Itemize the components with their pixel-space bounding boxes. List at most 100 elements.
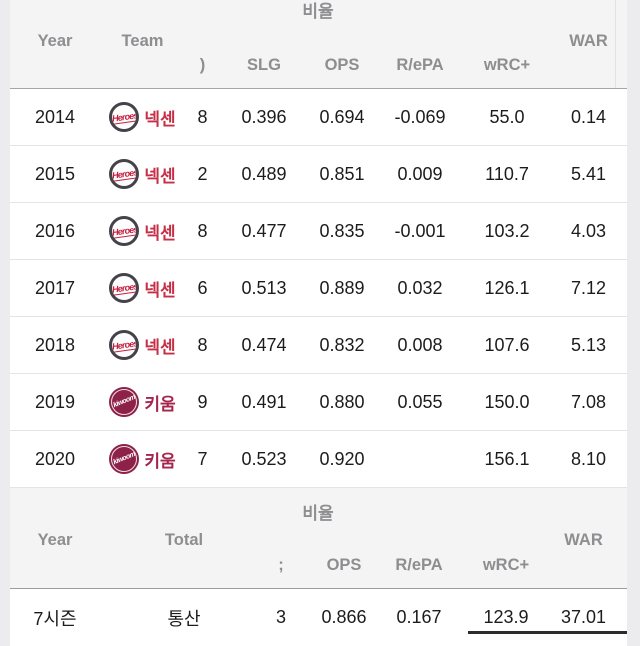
slg-cell: 0.489 [241, 163, 287, 184]
column-header-obp-partial: ) [199, 56, 206, 74]
repa-cell: 0.009 [397, 163, 443, 184]
team-name: 넥센 [144, 109, 176, 129]
team-logo: kiwoom [109, 387, 140, 417]
year-cell: 2015 [34, 163, 76, 184]
team-logo-text: Heroes [110, 109, 138, 125]
slg-cell: 0.513 [241, 277, 287, 298]
team-cell[interactable]: Heroes 넥센 [100, 159, 185, 189]
team-cell[interactable]: Heroes 넥센 [100, 216, 185, 246]
obp-partial-cell: 8 [197, 106, 208, 127]
season-stats-table: 비율 Year Team WAR ) SLG OPS R/ePA wRC+ 20… [10, 0, 627, 646]
header-spacer [10, 53, 185, 77]
team-name: 넥센 [144, 223, 176, 243]
group-header-ratio: 비율 [302, 2, 334, 21]
war-cell: 5.13 [570, 334, 607, 355]
repa-cell: -0.069 [394, 106, 446, 127]
slg-cell: 0.474 [241, 334, 287, 355]
slg-cell: 0.396 [241, 106, 287, 127]
wrc-cell: 150.0 [484, 391, 530, 412]
column-header-year: Year [37, 32, 73, 50]
team-logo-text: Heroes [110, 166, 138, 182]
column-header-war: WAR [564, 531, 603, 549]
obp-partial-cell: 8 [197, 334, 208, 355]
scroll-area-edge [615, 0, 616, 88]
ops-cell: 0.832 [319, 334, 365, 355]
wrc-cell: 55.0 [489, 106, 525, 127]
team-name: 넥센 [144, 280, 176, 300]
column-header-year: Year [37, 531, 73, 549]
season-count-cell: 7시즌 [33, 608, 77, 629]
obp-partial-cell: 9 [197, 391, 208, 412]
slg-cell: 0.477 [241, 220, 287, 241]
team-logo-text: kiwoom [112, 393, 137, 410]
obp-partial-cell: 6 [197, 277, 208, 298]
team-cell[interactable]: kiwoom 키움 [100, 387, 185, 417]
table-row: 2017 Heroes 넥센 6 0.513 0.889 0.032 126.1… [10, 260, 627, 317]
ops-cell: 0.880 [319, 391, 365, 412]
column-header-total: Total [164, 531, 204, 549]
team-logo-text: Heroes [110, 280, 138, 296]
year-cell: 2017 [34, 277, 76, 298]
team-logo-text: kiwoom [112, 450, 137, 467]
ops-cell: 0.889 [319, 277, 365, 298]
selected-columns-underline [468, 631, 627, 634]
header-spacer [185, 29, 550, 53]
team-logo: Heroes [109, 102, 140, 132]
war-cell: 7.08 [570, 391, 607, 412]
top-table-header: 비율 Year Team WAR ) SLG OPS R/ePA wRC+ [10, 0, 627, 89]
team-cell[interactable]: Heroes 넥센 [100, 330, 185, 360]
column-header-repa: R/ePA [396, 56, 444, 74]
war-cell: 8.10 [570, 448, 607, 469]
ops-cell: 0.851 [319, 163, 365, 184]
team-cell[interactable]: Heroes 넥센 [100, 102, 185, 132]
team-logo-text: Heroes [110, 223, 138, 239]
team-logo: Heroes [109, 159, 140, 189]
column-header-slg-partial: ; [278, 556, 284, 574]
team-logo: kiwoom [109, 444, 140, 474]
slg-cell: 0.491 [241, 391, 287, 412]
repa-cell: 0.032 [397, 277, 443, 298]
team-name: 키움 [144, 451, 176, 471]
header-spacer [268, 528, 554, 552]
wrc-cell: 107.6 [484, 334, 530, 355]
column-header-war: WAR [569, 32, 608, 50]
slg-cell: 0.523 [241, 448, 287, 469]
year-cell: 2016 [34, 220, 76, 241]
table-row: 2018 Heroes 넥센 8 0.474 0.832 0.008 107.6… [10, 317, 627, 374]
team-cell[interactable]: Heroes 넥센 [100, 273, 185, 303]
table-row: 2020 kiwoom 키움 7 0.523 0.920 156.1 156.1… [10, 431, 627, 488]
group-header-ratio: 비율 [302, 504, 334, 523]
year-cell: 2020 [34, 448, 76, 469]
year-cell: 2019 [34, 391, 76, 412]
repa-cell: 0.167 [396, 607, 442, 627]
year-cell: 2014 [34, 106, 76, 127]
war-cell: 4.03 [570, 220, 607, 241]
table-row: 2014 Heroes 넥센 8 0.396 0.694 -0.069 55.0… [10, 89, 627, 146]
team-name: 넥센 [144, 166, 176, 186]
wrc-cell: 126.1 [484, 277, 530, 298]
summary-table-header: 비율 Year Total WAR ; OPS R/ePA wRC+ [10, 488, 627, 589]
war-cell: 37.01 [560, 607, 607, 627]
team-name: 키움 [144, 394, 176, 414]
column-header-team: Team [121, 32, 164, 50]
repa-cell: -0.001 [394, 220, 446, 241]
obp-partial-cell: 7 [197, 448, 208, 469]
wrc-cell: 123.9 [483, 607, 529, 627]
header-spacer [10, 553, 268, 577]
ops-cell: 0.694 [319, 106, 365, 127]
obp-partial-cell: 8 [197, 220, 208, 241]
team-cell[interactable]: kiwoom 키움 [100, 444, 185, 474]
war-cell: 7.12 [570, 277, 607, 298]
ops-cell: 0.920 [319, 448, 365, 469]
year-cell: 2018 [34, 334, 76, 355]
wrc-cell: 156.1 [484, 448, 530, 469]
team-logo: Heroes [109, 273, 140, 303]
column-header-ops: OPS [324, 56, 360, 74]
column-header-wrc: wRC+ [482, 556, 530, 574]
team-logo: Heroes [109, 216, 140, 246]
repa-cell: 0.008 [397, 334, 443, 355]
column-header-slg: SLG [247, 56, 281, 74]
wrc-cell: 110.7 [485, 163, 529, 184]
team-name: 넥센 [144, 337, 176, 357]
